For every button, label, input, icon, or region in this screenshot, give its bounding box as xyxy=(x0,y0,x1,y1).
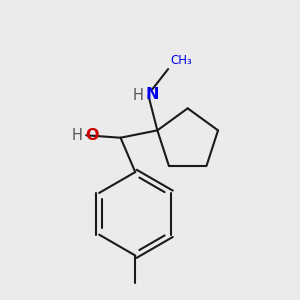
Text: N: N xyxy=(146,87,159,102)
Text: H: H xyxy=(71,128,82,143)
Text: O: O xyxy=(86,128,99,143)
Text: H: H xyxy=(132,88,143,103)
Text: CH₃: CH₃ xyxy=(170,54,192,67)
